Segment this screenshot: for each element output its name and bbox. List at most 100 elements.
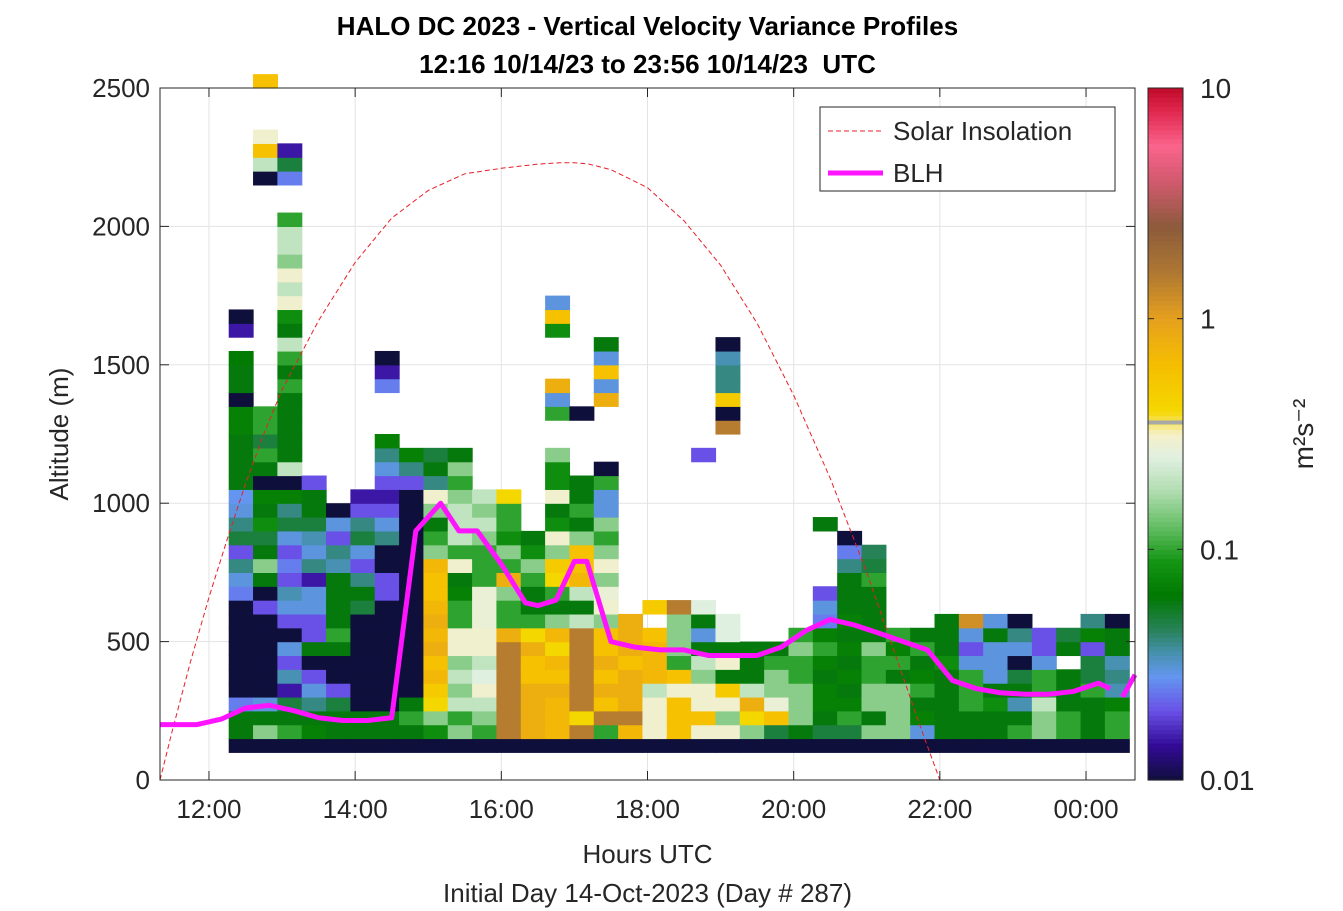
heatmap-cell — [520, 738, 546, 753]
heatmap-cell — [399, 641, 425, 657]
heatmap-cell — [496, 544, 522, 560]
heatmap-cell — [691, 669, 717, 684]
heatmap-cell — [593, 392, 619, 407]
heatmap-cell — [861, 600, 887, 615]
heatmap-cell — [447, 613, 473, 629]
heatmap-cell — [423, 669, 449, 684]
heatmap-cell — [326, 530, 351, 546]
colorbar-label: m²s⁻² — [1288, 399, 1319, 470]
heatmap-cell — [253, 447, 278, 463]
heatmap-cell — [277, 517, 303, 532]
colorbar-segment — [1148, 106, 1183, 112]
heatmap-cell — [569, 517, 595, 532]
colorbar-segment — [1148, 198, 1183, 204]
heatmap-cell — [715, 655, 741, 670]
heatmap-cell — [715, 350, 741, 366]
heatmap-cell — [447, 627, 473, 643]
colorbar-tick-label: 0.1 — [1200, 534, 1239, 565]
heatmap-cell — [569, 655, 595, 670]
heatmap-cell — [301, 613, 327, 629]
colorbar-segment — [1148, 184, 1183, 191]
heatmap-cell — [301, 517, 327, 532]
colorbar-segment — [1148, 747, 1183, 753]
heatmap-cell — [1007, 627, 1033, 643]
heatmap-cell — [545, 295, 571, 311]
solar-insolation-line — [159, 162, 1135, 781]
colorbar-segment — [1148, 706, 1183, 712]
heatmap-cell — [374, 613, 400, 629]
heatmap-cell — [861, 655, 887, 670]
heatmap-cell — [496, 613, 522, 629]
heatmap-cell — [399, 669, 425, 684]
heatmap-cell — [1080, 724, 1106, 740]
colorbar-segment — [1148, 281, 1183, 287]
heatmap-cell — [1031, 710, 1057, 726]
heatmap-cell — [812, 724, 838, 740]
colorbar-segment — [1148, 295, 1183, 301]
heatmap-cell — [715, 378, 741, 394]
heatmap-cell — [423, 475, 449, 490]
colorbar-segment — [1148, 397, 1183, 403]
heatmap-cell — [861, 544, 887, 560]
heatmap-cell — [374, 641, 400, 657]
heatmap-cell — [1080, 627, 1106, 643]
heatmap-cell — [983, 613, 1009, 629]
colorbar-segment — [1148, 701, 1183, 707]
colorbar-segment — [1148, 318, 1183, 324]
heatmap-cell — [569, 489, 595, 504]
colorbar-segment — [1148, 761, 1183, 767]
colorbar-segment — [1148, 581, 1183, 587]
heatmap-cell — [520, 655, 546, 670]
colorbar-segment — [1148, 267, 1183, 274]
heatmap-cell — [885, 724, 911, 740]
heatmap-cell — [739, 655, 765, 670]
heatmap-cell — [447, 475, 473, 490]
heatmap-cell — [812, 710, 838, 726]
heatmap-cell — [715, 613, 741, 629]
heatmap-cell — [691, 710, 717, 726]
heatmap-cell — [837, 710, 863, 726]
heatmap-cell — [277, 503, 303, 518]
heatmap-cell — [520, 613, 546, 629]
heatmap-cell — [301, 641, 327, 657]
heatmap-cell — [593, 572, 619, 587]
heatmap-cell — [618, 738, 644, 753]
heatmap-cell — [301, 655, 327, 670]
x-tick-label: 00:00 — [1053, 794, 1118, 824]
heatmap-cell — [228, 544, 254, 560]
x-axis-label: Hours UTC — [582, 839, 712, 869]
heatmap-cell — [253, 420, 278, 435]
heatmap-cell — [472, 655, 498, 670]
colorbar-segment — [1148, 530, 1183, 537]
colorbar-segment — [1148, 134, 1183, 140]
heatmap-cell — [253, 406, 278, 421]
heatmap-cell — [277, 171, 303, 186]
heatmap-cell — [593, 724, 619, 740]
heatmap-cell — [885, 655, 911, 670]
heatmap-cell — [253, 641, 278, 657]
heatmap-cell — [666, 696, 692, 712]
heatmap-cell — [447, 558, 473, 573]
colorbar-segment — [1148, 415, 1183, 421]
heatmap-cell — [228, 738, 254, 753]
heatmap-cell — [399, 683, 425, 698]
heatmap-cell — [326, 544, 351, 560]
heatmap-cell — [277, 364, 303, 380]
heatmap-cell — [545, 392, 571, 407]
heatmap-cell — [837, 641, 863, 657]
heatmap-cell — [545, 724, 571, 740]
colorbar-segment — [1148, 434, 1183, 440]
heatmap-cell — [764, 738, 790, 753]
heatmap-cell — [399, 710, 425, 726]
colorbar-segment — [1148, 443, 1183, 449]
colorbar-segment — [1148, 392, 1183, 398]
heatmap-cell — [253, 600, 278, 615]
heatmap-cell — [277, 558, 303, 573]
heatmap-cell — [399, 655, 425, 670]
colorbar-segment — [1148, 346, 1183, 352]
heatmap-cell — [715, 696, 741, 712]
heatmap-cell — [715, 392, 741, 407]
heatmap-cell — [423, 517, 449, 532]
heatmap-cell — [545, 738, 571, 753]
heatmap-cell — [764, 669, 790, 684]
